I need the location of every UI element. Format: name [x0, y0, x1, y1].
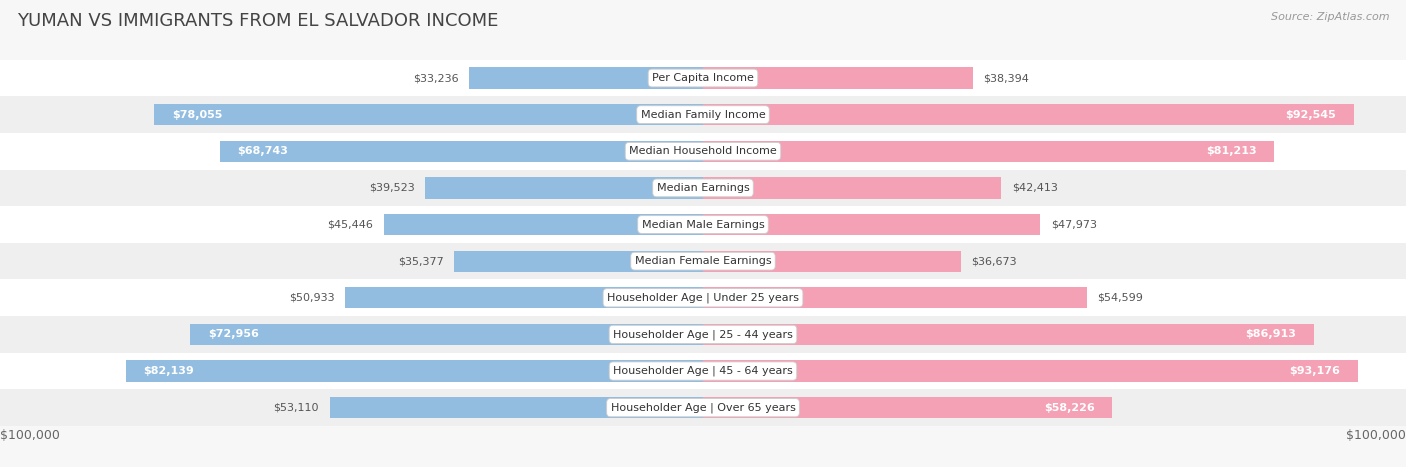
Bar [425, 177, 703, 198]
Text: $39,523: $39,523 [368, 183, 415, 193]
Bar [703, 214, 1040, 235]
Bar [0, 353, 1406, 389]
Text: Median Female Earnings: Median Female Earnings [634, 256, 772, 266]
Bar [344, 287, 703, 308]
Bar [219, 141, 703, 162]
Bar [703, 177, 1001, 198]
Text: $33,236: $33,236 [413, 73, 458, 83]
Bar [703, 250, 960, 272]
Bar [125, 361, 703, 382]
Text: Median Earnings: Median Earnings [657, 183, 749, 193]
Text: $36,673: $36,673 [972, 256, 1017, 266]
Bar [384, 214, 703, 235]
Text: Householder Age | 25 - 44 years: Householder Age | 25 - 44 years [613, 329, 793, 340]
Text: $92,545: $92,545 [1285, 110, 1336, 120]
Text: $42,413: $42,413 [1012, 183, 1057, 193]
Bar [0, 170, 1406, 206]
Text: $50,933: $50,933 [288, 293, 335, 303]
Bar [0, 243, 1406, 279]
Text: Householder Age | Under 25 years: Householder Age | Under 25 years [607, 292, 799, 303]
Bar [0, 60, 1406, 96]
Bar [0, 389, 1406, 426]
Text: $82,139: $82,139 [143, 366, 194, 376]
Text: YUMAN VS IMMIGRANTS FROM EL SALVADOR INCOME: YUMAN VS IMMIGRANTS FROM EL SALVADOR INC… [17, 12, 498, 30]
Text: Per Capita Income: Per Capita Income [652, 73, 754, 83]
Text: $58,226: $58,226 [1045, 403, 1095, 413]
Text: $100,000: $100,000 [0, 429, 60, 442]
Text: $81,213: $81,213 [1206, 146, 1257, 156]
Bar [0, 279, 1406, 316]
Text: $68,743: $68,743 [238, 146, 288, 156]
Bar [703, 397, 1112, 418]
Text: $47,973: $47,973 [1050, 219, 1097, 229]
Text: $86,913: $86,913 [1246, 329, 1296, 340]
Bar [0, 206, 1406, 243]
Bar [155, 104, 703, 125]
Bar [0, 96, 1406, 133]
Bar [703, 104, 1354, 125]
Text: Source: ZipAtlas.com: Source: ZipAtlas.com [1271, 12, 1389, 21]
Text: $78,055: $78,055 [172, 110, 222, 120]
Text: $72,956: $72,956 [208, 329, 259, 340]
Bar [190, 324, 703, 345]
Bar [0, 316, 1406, 353]
Text: $100,000: $100,000 [1346, 429, 1406, 442]
Bar [703, 361, 1358, 382]
Text: $93,176: $93,176 [1289, 366, 1340, 376]
Text: Householder Age | Over 65 years: Householder Age | Over 65 years [610, 403, 796, 413]
Text: $54,599: $54,599 [1097, 293, 1143, 303]
Text: Median Household Income: Median Household Income [628, 146, 778, 156]
Text: $53,110: $53,110 [274, 403, 319, 413]
Text: Householder Age | 45 - 64 years: Householder Age | 45 - 64 years [613, 366, 793, 376]
Text: Median Male Earnings: Median Male Earnings [641, 219, 765, 229]
Text: Median Family Income: Median Family Income [641, 110, 765, 120]
Bar [703, 67, 973, 89]
Text: $35,377: $35,377 [398, 256, 444, 266]
Text: $45,446: $45,446 [328, 219, 373, 229]
Bar [703, 324, 1315, 345]
Bar [703, 287, 1087, 308]
Text: $38,394: $38,394 [983, 73, 1029, 83]
Bar [454, 250, 703, 272]
Bar [470, 67, 703, 89]
Bar [329, 397, 703, 418]
Bar [0, 133, 1406, 170]
Bar [703, 141, 1274, 162]
